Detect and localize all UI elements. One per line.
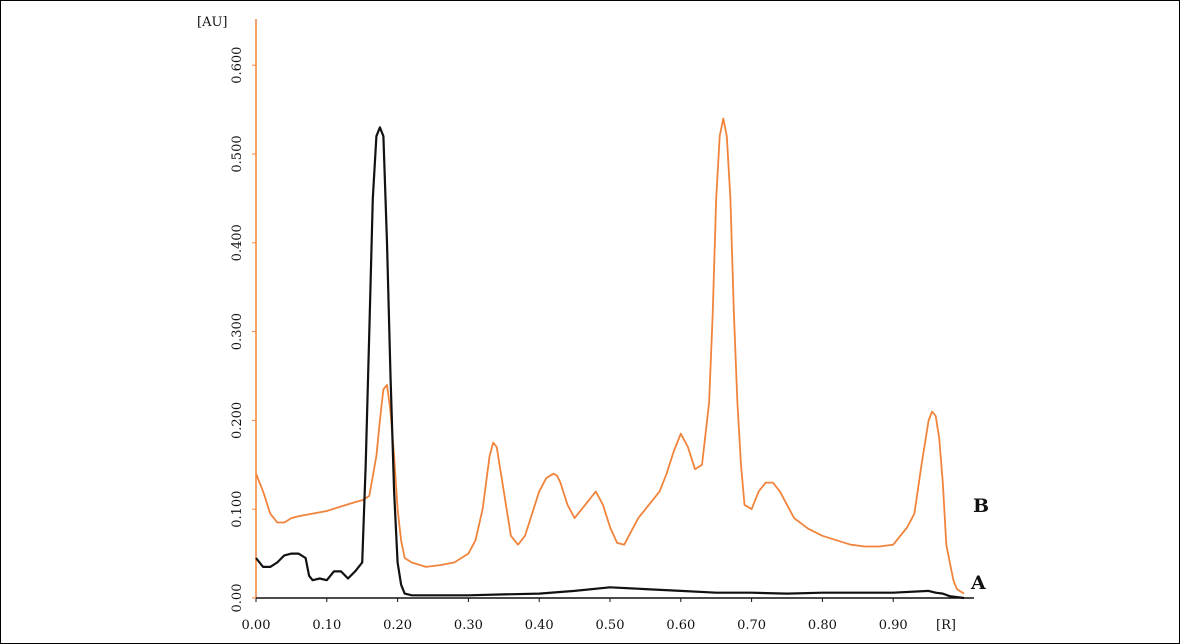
series-label-a: A	[970, 572, 986, 594]
y-tick-label: 0.300	[230, 313, 245, 350]
x-tick-label: 0.20	[383, 618, 412, 633]
y-tick-label: 0.100	[230, 491, 245, 528]
y-axis-label: [AU]	[197, 15, 228, 30]
x-tick-label: 0.90	[879, 618, 908, 633]
y-tick-label: 0.500	[230, 135, 245, 172]
labels: [AU] [R] A B	[197, 15, 989, 633]
x-tick-label: 0.00	[242, 618, 271, 633]
y-tick-label: 0.400	[230, 224, 245, 261]
ticks: 0.00 0.10 0.20 0.30 0.40 0.50 0.60 0.70 0.80 0.90…	[230, 47, 908, 633]
x-axis-label: [R]	[936, 618, 956, 633]
y-tick-label: 0.200	[230, 402, 245, 439]
series-lines	[255, 117, 965, 600]
x-tick-label: 0.70	[737, 618, 766, 633]
series-line-b	[255, 117, 965, 595]
x-tick-label: 0.50	[596, 618, 625, 633]
series-line-a	[255, 126, 965, 600]
x-tick-label: 0.80	[808, 618, 837, 633]
y-tick-label: 0.00	[230, 584, 245, 613]
x-tick-label: 0.10	[312, 618, 341, 633]
series-label-b: B	[973, 495, 989, 517]
x-tick-label: 0.40	[525, 618, 554, 633]
axes	[255, 19, 974, 599]
x-tick-label: 0.30	[454, 618, 483, 633]
x-tick-label: 0.60	[666, 618, 695, 633]
y-tick-label: 0.600	[230, 47, 245, 84]
